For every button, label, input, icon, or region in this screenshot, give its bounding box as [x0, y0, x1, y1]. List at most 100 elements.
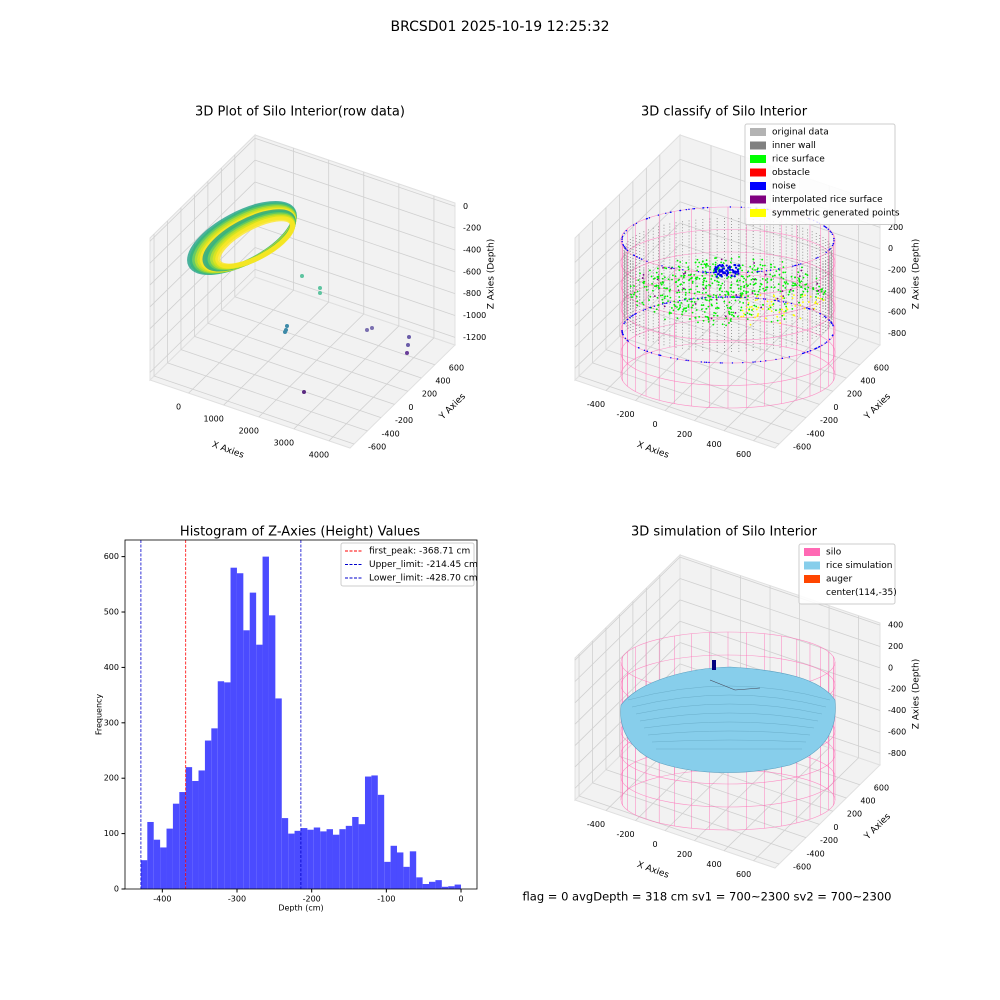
noise-point — [636, 256, 638, 258]
rice-point — [689, 318, 691, 320]
noise-point — [690, 298, 692, 300]
rice-point — [815, 295, 817, 298]
rice-point — [700, 308, 703, 311]
noise-point — [775, 358, 777, 361]
bar — [179, 792, 186, 889]
bar — [256, 644, 263, 889]
noise-point — [621, 240, 623, 243]
rice-point — [666, 295, 669, 298]
noise-point — [781, 357, 784, 360]
rice-point — [668, 289, 671, 292]
rice-point — [717, 284, 720, 286]
noise-point — [716, 273, 719, 276]
outlier-point — [300, 274, 304, 278]
rice-point — [704, 298, 707, 301]
noise-point — [630, 315, 633, 317]
noise-point — [650, 352, 653, 354]
rice-point — [743, 286, 745, 289]
bar — [294, 830, 301, 889]
rice-point — [776, 315, 779, 318]
grid-line — [234, 296, 435, 366]
rice-point — [696, 290, 699, 293]
rice-point — [752, 307, 755, 310]
rice-point — [673, 303, 676, 306]
rice-point — [702, 281, 705, 284]
surface-mesh — [627, 685, 831, 701]
noise-point — [722, 267, 726, 270]
legend-swatch — [750, 141, 766, 150]
rice-point — [751, 290, 754, 293]
rice-point — [745, 292, 748, 294]
rice-point — [690, 277, 693, 279]
rice-point — [783, 310, 786, 313]
noise-point — [632, 314, 634, 317]
noise-point — [735, 296, 737, 298]
grid-line — [574, 556, 681, 661]
z-tick-label: -1000 — [463, 311, 486, 320]
rice-point — [676, 259, 679, 262]
rice-point — [702, 283, 705, 286]
surface-mesh — [631, 694, 827, 708]
bar — [224, 682, 231, 889]
noise-point — [823, 315, 826, 318]
rice-point — [708, 283, 710, 286]
rice-point — [650, 275, 653, 278]
rice-point — [695, 276, 698, 279]
rice-point — [753, 304, 756, 307]
noise-point — [718, 270, 721, 273]
rice-point — [806, 274, 809, 277]
rice-point — [700, 263, 703, 266]
rice-point — [677, 308, 680, 311]
rice-point — [688, 298, 691, 301]
rice-point — [775, 309, 777, 312]
rice-point — [694, 261, 697, 264]
rice-point — [687, 268, 690, 271]
rice-point — [720, 261, 723, 264]
rice-point — [766, 286, 769, 289]
rice-point — [815, 277, 818, 280]
rice-point — [682, 276, 685, 279]
rice-point — [750, 305, 753, 308]
y-tick-label: 200 — [422, 390, 437, 399]
legend-swatch — [750, 168, 766, 177]
rice-point — [784, 271, 787, 274]
rice-point — [696, 276, 699, 279]
rice-point — [813, 307, 816, 310]
rice-point — [778, 273, 781, 276]
rice-point — [678, 296, 681, 298]
x-tick-label: 0 — [652, 840, 657, 849]
grid-line — [605, 769, 807, 839]
noise-point — [785, 301, 787, 304]
rice-point — [802, 276, 805, 279]
rice-point — [784, 310, 787, 312]
rice-point — [786, 282, 789, 285]
noise-point — [626, 339, 629, 342]
grid-line — [180, 349, 382, 419]
rice-point — [786, 308, 789, 311]
noise-point — [737, 272, 740, 275]
rice-point — [742, 315, 745, 318]
bar — [364, 776, 372, 889]
noise-point — [679, 209, 681, 212]
rice-point — [668, 311, 671, 314]
rice-point — [728, 310, 730, 313]
rice-point — [743, 277, 745, 280]
footer: flag = 0 avgDepth = 318 cm sv1 = 700~230… — [523, 890, 892, 904]
bar — [403, 866, 410, 889]
y-tick-label: 300 — [104, 718, 119, 727]
rice-point — [754, 269, 756, 271]
noise-point — [756, 271, 759, 273]
grid-line — [149, 225, 256, 329]
rice-point — [715, 296, 718, 299]
rice-point — [685, 310, 687, 312]
noise-point — [714, 270, 717, 273]
grid-line — [679, 578, 881, 647]
x-tick-label: 200 — [677, 850, 692, 859]
x-axis-label: Depth (cm) — [278, 904, 323, 913]
noise-point — [646, 260, 648, 262]
rice-point — [689, 274, 692, 277]
rice-point — [797, 271, 800, 274]
bar — [166, 828, 173, 889]
rice-point — [798, 284, 801, 287]
bar — [230, 567, 237, 889]
